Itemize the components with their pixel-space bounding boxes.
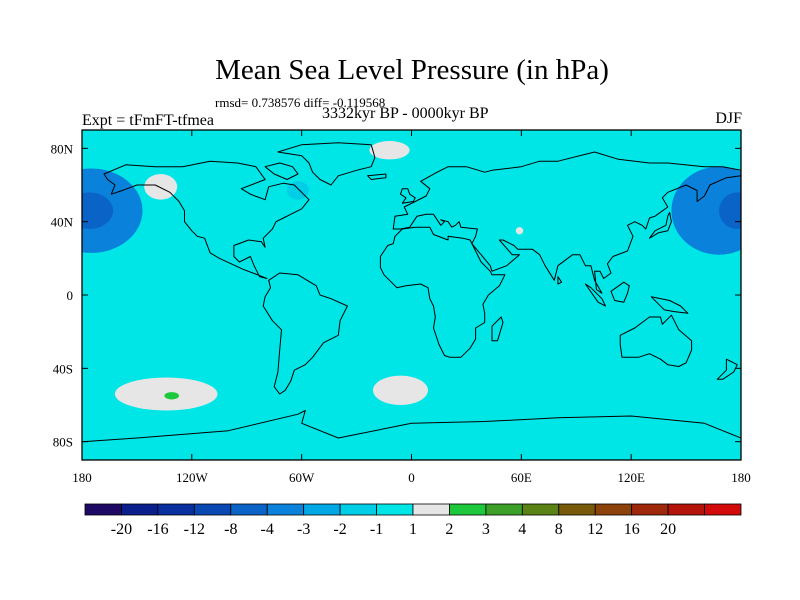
anomaly-regions	[82, 130, 741, 411]
colorbar-swatch	[193, 503, 232, 516]
australia-coastline	[619, 314, 693, 367]
anomaly-region	[369, 141, 410, 160]
y-tick-label: 80S	[53, 435, 73, 450]
anomaly-region	[287, 181, 309, 200]
season-label: DJF	[715, 110, 742, 127]
colorbar-swatch	[121, 503, 159, 516]
x-tick-label: 180	[731, 470, 751, 485]
colorbar-label: 2	[445, 521, 453, 538]
anomaly-region	[298, 329, 313, 349]
sri-lanka-coastline	[557, 276, 563, 285]
colorbar-label: 20	[660, 521, 676, 538]
colorbar-label: 1	[409, 521, 417, 538]
japan-coastline	[649, 212, 672, 239]
colorbar-label: 3	[482, 521, 490, 538]
anomaly-region	[292, 289, 315, 312]
y-tick-label: 0	[67, 288, 74, 303]
eurasia-coastline	[392, 151, 741, 294]
anomaly-region	[82, 192, 114, 229]
new-guinea-coastline	[650, 296, 689, 314]
north-america-coastline	[103, 160, 310, 279]
x-tick-label: 60E	[511, 470, 532, 485]
britain-coastline	[400, 188, 416, 204]
anomaly-region	[543, 227, 551, 235]
anomaly-region	[719, 192, 741, 229]
stats-label: rmsd= 0.738576 diff= -0.119568	[215, 95, 386, 110]
colorbar-swatch	[631, 503, 669, 516]
time-range-label: 3332kyr BP - 0000kyr BP	[322, 105, 489, 122]
colorbar-swatch	[704, 503, 742, 516]
colorbar-swatch	[521, 503, 560, 516]
anomaly-region	[373, 375, 428, 405]
south-america-coastline	[262, 272, 348, 395]
new-zealand-coastline	[716, 358, 738, 380]
colorbar-swatch	[376, 503, 414, 516]
iceland-coastline	[367, 173, 387, 180]
madagascar-coastline	[491, 316, 504, 342]
colorbar-swatch	[412, 503, 450, 516]
colorbar-swatch	[339, 503, 377, 516]
x-tick-label: 60W	[289, 470, 315, 485]
colorbar-label: -16	[147, 521, 168, 538]
colorbar-label: 8	[555, 521, 563, 538]
colorbar-label: -20	[111, 521, 132, 538]
y-tick-label: 80N	[51, 141, 74, 156]
colorbar-swatch	[157, 503, 195, 516]
africa-coastline	[379, 226, 506, 358]
anomaly-region	[164, 392, 179, 400]
anomaly-region	[671, 166, 741, 255]
y-tick-label: 40S	[53, 361, 73, 376]
baffin-island-coastline	[264, 162, 299, 180]
colorbar-label: 12	[587, 521, 603, 538]
colorbar-swatch	[84, 503, 122, 516]
colorbar-label: 16	[624, 521, 640, 538]
colorbar-label: -1	[370, 521, 383, 538]
anomaly-region	[144, 174, 178, 200]
colorbar-swatch	[667, 503, 705, 516]
y-tick-label: 40N	[51, 215, 74, 230]
colorbar-swatch	[594, 503, 633, 516]
sumatra-coastline	[584, 283, 606, 307]
colorbar-label: 4	[518, 521, 526, 538]
colorbar-swatch	[485, 503, 523, 516]
x-tick-label: 120E	[617, 470, 645, 485]
anomaly-region	[384, 130, 403, 141]
antarctica-coastline	[82, 410, 741, 443]
colorbar-label: -3	[297, 521, 310, 538]
colorbar-label: -4	[261, 521, 274, 538]
colorbar-swatch	[303, 503, 341, 516]
colorbar-swatch	[266, 503, 305, 516]
anomaly-region	[515, 227, 524, 235]
chart-title: Mean Sea Level Pressure (in hPa)	[215, 54, 609, 86]
x-tick-label: 0	[408, 470, 415, 485]
anomaly-region	[442, 205, 461, 213]
colorbar-label: -2	[333, 521, 346, 538]
colorbar-swatch	[449, 503, 487, 516]
colorbar-swatch	[558, 503, 596, 516]
x-tick-label: 180	[72, 470, 92, 485]
greenland-coastline	[277, 142, 376, 186]
colorbar-swatch	[230, 503, 268, 516]
anomaly-region	[642, 339, 679, 354]
coastlines	[82, 142, 741, 443]
x-tick-label: 120W	[176, 470, 209, 485]
colorbar-label: -8	[224, 521, 237, 538]
borneo-coastline	[610, 281, 630, 303]
experiment-label: Expt = tFmFT-tfmea	[82, 112, 214, 129]
colorbar-label: -12	[184, 521, 205, 538]
